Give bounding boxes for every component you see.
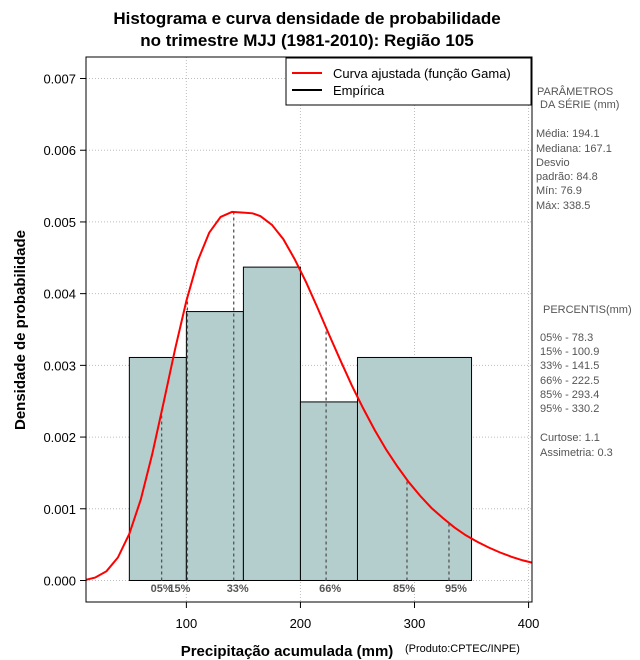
percentil-15: 15% - 100.9: [540, 346, 599, 358]
y-tick-label-6: 0.006: [43, 143, 76, 158]
y-tick-label-5: 0.005: [43, 215, 76, 230]
percentile-label-3: 66%: [319, 583, 341, 595]
y-tick-label-7: 0.007: [43, 72, 76, 87]
chart-title-line-2: no trimestre MJJ (1981-2010): Região 105: [140, 31, 474, 50]
param-min: Mín: 76.9: [536, 185, 582, 197]
histogram-bars: [128, 266, 473, 581]
plot-frame: [85, 56, 533, 603]
density-curve: [85, 210, 533, 581]
y-axis-ticks: 0.000 0.001 0.002 0.003 0.004 0.005 0.006 0.007: [43, 72, 86, 588]
x-tick-label-1: 200: [290, 616, 312, 631]
param-max: Máx: 338.5: [536, 200, 590, 212]
x-tick-label-0: 100: [176, 616, 198, 631]
percentil-05: 05% - 78.3: [540, 332, 593, 344]
x-tick-label-2: 300: [404, 616, 426, 631]
percentile-labels: 05%15% 33% 66% 85% 95%: [151, 583, 468, 595]
assimetria: Assimetria: 0.3: [540, 447, 613, 459]
percentile-label-1: 15%: [168, 583, 190, 595]
legend-box: [285, 57, 532, 106]
params-title-2: DA SÉRIE (mm): [540, 98, 619, 111]
y-axis-label: Densidade de probabilidade: [12, 230, 29, 430]
percentile-label-4: 85%: [393, 583, 415, 595]
legend-empirical-label: Empírica: [333, 83, 385, 98]
x-axis-ticks: 100 200 300 400: [176, 602, 540, 631]
percentil-95: 95% - 330.2: [540, 403, 599, 415]
percentis-title: PERCENTIS(mm): [543, 304, 632, 316]
percentil-66: 66% - 222.5: [540, 375, 599, 387]
param-media: Média: 194.1: [536, 128, 600, 140]
chart-title-line-1: Histograma e curva densidade de probabil…: [113, 9, 500, 28]
percentile-label-5: 95%: [445, 583, 467, 595]
histogram-bar-2: [242, 266, 301, 581]
y-tick-label-2: 0.002: [43, 430, 76, 445]
percentil-33: 33% - 141.5: [540, 360, 599, 372]
x-axis-label: Precipitação acumulada (mm): [181, 643, 394, 660]
histogram-bar-1: [185, 311, 244, 581]
param-desvio-1: Desvio: [536, 157, 570, 169]
param-mediana: Mediana: 167.1: [536, 143, 612, 155]
y-tick-label-0: 0.000: [43, 573, 76, 588]
side-panel: PARÂMETROS DA SÉRIE (mm) Média: 194.1 Me…: [536, 85, 632, 459]
histogram-bar-0: [128, 356, 187, 581]
histogram-bar-3: [299, 401, 358, 581]
percentile-label-0: 05%: [151, 583, 173, 595]
histogram-bar-4: [356, 356, 473, 581]
curtose: Curtose: 1.1: [540, 432, 600, 444]
legend: Curva ajustada (função Gama) Empírica: [285, 57, 532, 106]
percentile-label-2: 33%: [227, 583, 249, 595]
source-note: (Produto:CPTEC/INPE): [405, 643, 520, 655]
y-tick-label-1: 0.001: [43, 502, 76, 517]
y-tick-label-4: 0.004: [43, 287, 76, 302]
legend-curve-label: Curva ajustada (função Gama): [333, 66, 511, 81]
y-tick-label-3: 0.003: [43, 358, 76, 373]
params-title-1: PARÂMETROS: [537, 85, 613, 98]
density-curve-layer: [85, 210, 533, 581]
percentil-85: 85% - 293.4: [540, 389, 599, 401]
param-desvio-2: padrão: 84.8: [536, 171, 598, 183]
percentile-lines: [160, 212, 450, 581]
x-tick-label-3: 400: [518, 616, 540, 631]
